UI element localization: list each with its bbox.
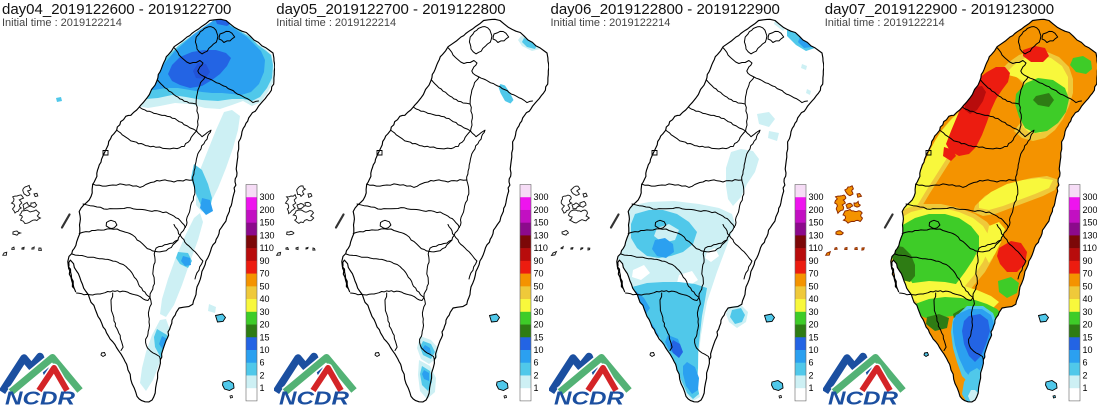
svg-text:90: 90 bbox=[534, 256, 544, 266]
svg-text:130: 130 bbox=[534, 230, 549, 240]
svg-text:NCDR: NCDR bbox=[554, 389, 624, 406]
svg-text:20: 20 bbox=[808, 320, 818, 330]
svg-text:15: 15 bbox=[534, 332, 544, 342]
svg-text:2: 2 bbox=[808, 370, 813, 380]
svg-text:40: 40 bbox=[260, 294, 270, 304]
svg-text:15: 15 bbox=[260, 332, 270, 342]
svg-text:90: 90 bbox=[1082, 256, 1092, 266]
svg-text:40: 40 bbox=[1082, 294, 1092, 304]
svg-text:NCDR: NCDR bbox=[5, 389, 75, 406]
svg-text:300: 300 bbox=[534, 192, 549, 202]
svg-text:110: 110 bbox=[260, 243, 274, 253]
svg-text:10: 10 bbox=[260, 345, 270, 355]
svg-text:30: 30 bbox=[260, 307, 270, 317]
svg-text:30: 30 bbox=[1082, 307, 1092, 317]
svg-text:150: 150 bbox=[260, 218, 275, 228]
svg-text:NCDR: NCDR bbox=[279, 389, 349, 406]
svg-text:90: 90 bbox=[808, 256, 818, 266]
svg-text:20: 20 bbox=[534, 320, 544, 330]
svg-text:30: 30 bbox=[808, 307, 818, 317]
svg-text:110: 110 bbox=[534, 243, 548, 253]
svg-text:50: 50 bbox=[534, 281, 544, 291]
svg-text:1: 1 bbox=[808, 383, 813, 393]
svg-text:6: 6 bbox=[1082, 358, 1087, 368]
svg-text:40: 40 bbox=[534, 294, 544, 304]
svg-text:30: 30 bbox=[534, 307, 544, 317]
svg-text:10: 10 bbox=[808, 345, 818, 355]
svg-text:110: 110 bbox=[1082, 243, 1096, 253]
svg-text:90: 90 bbox=[260, 256, 270, 266]
svg-text:20: 20 bbox=[260, 320, 270, 330]
svg-text:1: 1 bbox=[534, 383, 539, 393]
svg-text:70: 70 bbox=[808, 269, 818, 279]
svg-text:300: 300 bbox=[1082, 192, 1097, 202]
svg-text:300: 300 bbox=[260, 192, 275, 202]
svg-text:10: 10 bbox=[1082, 345, 1092, 355]
svg-text:1: 1 bbox=[260, 383, 265, 393]
svg-text:110: 110 bbox=[808, 243, 822, 253]
svg-text:50: 50 bbox=[260, 281, 270, 291]
svg-text:200: 200 bbox=[260, 205, 275, 215]
svg-text:50: 50 bbox=[808, 281, 818, 291]
svg-text:6: 6 bbox=[534, 358, 539, 368]
svg-text:150: 150 bbox=[808, 218, 823, 228]
svg-text:1: 1 bbox=[1082, 383, 1087, 393]
svg-text:130: 130 bbox=[260, 230, 275, 240]
svg-text:200: 200 bbox=[534, 205, 549, 215]
svg-text:70: 70 bbox=[260, 269, 270, 279]
svg-text:NCDR: NCDR bbox=[828, 389, 898, 406]
svg-text:150: 150 bbox=[534, 218, 549, 228]
svg-text:20: 20 bbox=[1082, 320, 1092, 330]
svg-text:50: 50 bbox=[1082, 281, 1092, 291]
svg-text:200: 200 bbox=[1082, 205, 1097, 215]
svg-text:15: 15 bbox=[808, 332, 818, 342]
svg-text:40: 40 bbox=[808, 294, 818, 304]
svg-text:10: 10 bbox=[534, 345, 544, 355]
svg-text:130: 130 bbox=[1082, 230, 1097, 240]
svg-text:300: 300 bbox=[808, 192, 823, 202]
svg-text:15: 15 bbox=[1082, 332, 1092, 342]
svg-text:70: 70 bbox=[534, 269, 544, 279]
svg-text:2: 2 bbox=[260, 370, 265, 380]
svg-text:6: 6 bbox=[808, 358, 813, 368]
svg-text:130: 130 bbox=[808, 230, 823, 240]
svg-text:70: 70 bbox=[1082, 269, 1092, 279]
svg-text:200: 200 bbox=[808, 205, 823, 215]
svg-text:6: 6 bbox=[260, 358, 265, 368]
svg-text:2: 2 bbox=[1082, 370, 1087, 380]
svg-text:150: 150 bbox=[1082, 218, 1097, 228]
svg-text:2: 2 bbox=[534, 370, 539, 380]
